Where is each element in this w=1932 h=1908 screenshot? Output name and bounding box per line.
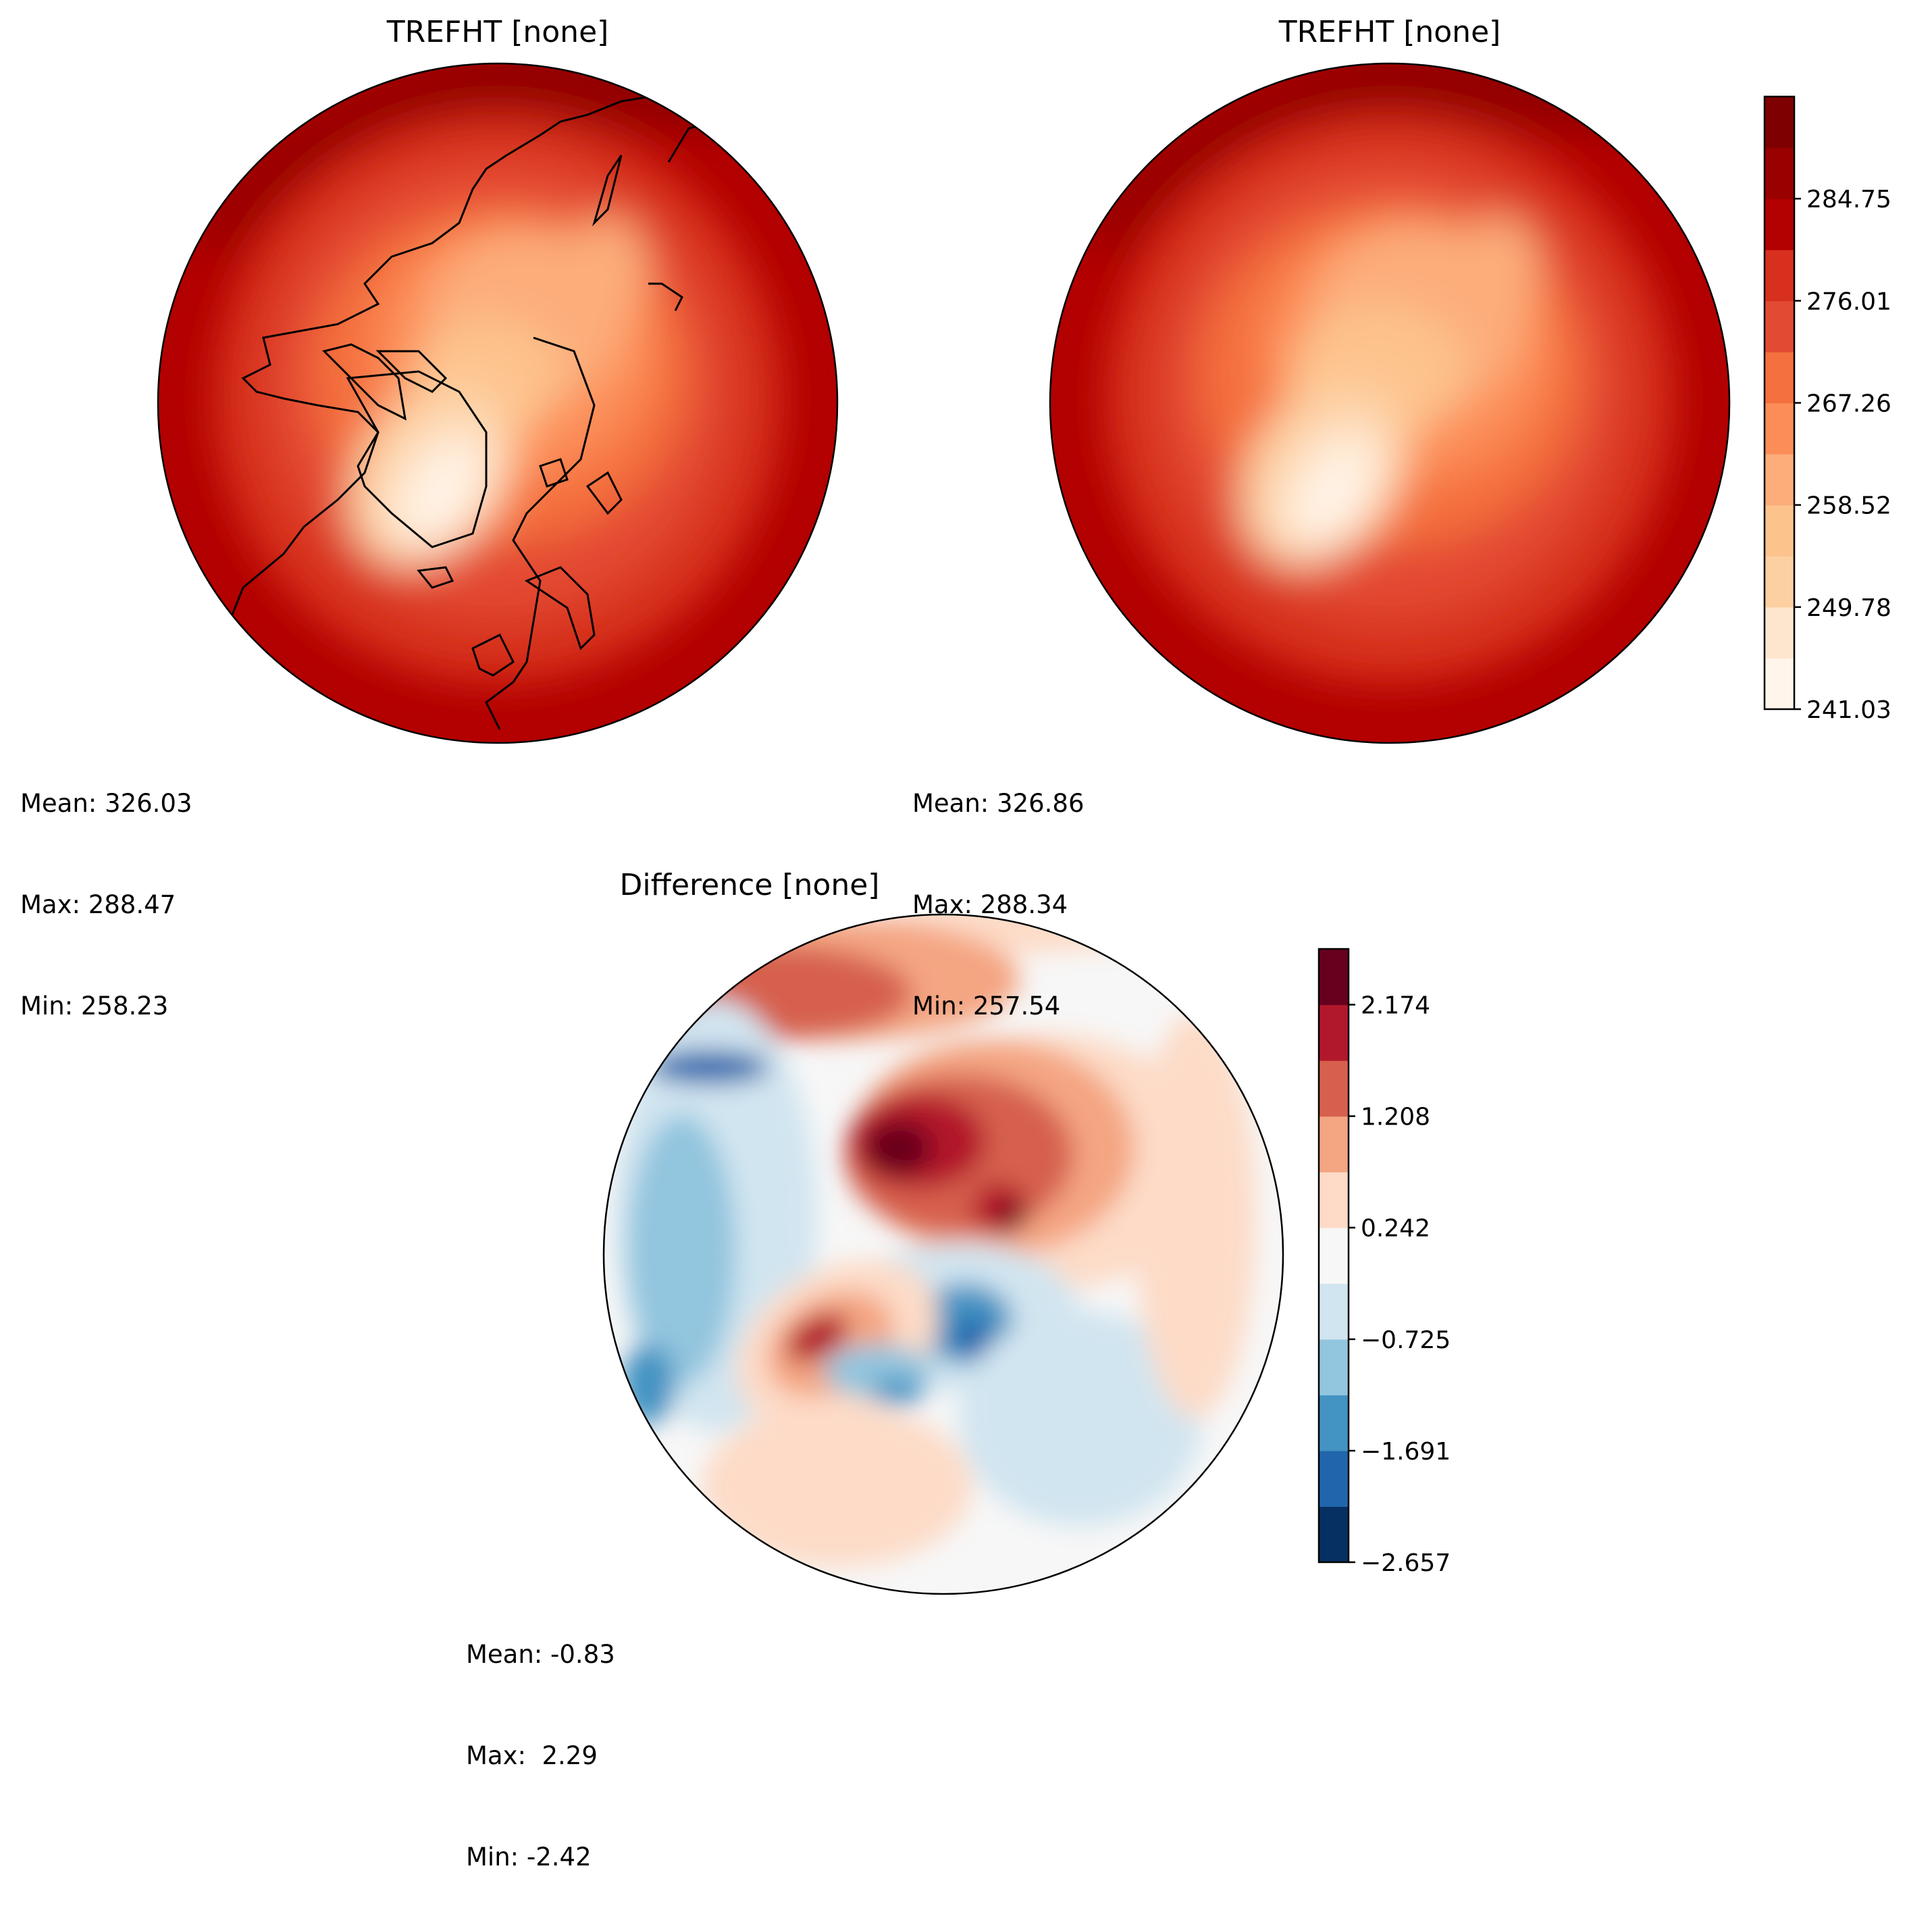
difference-colorbar-tick-label: −1.691: [1361, 1438, 1451, 1466]
trefht-colorbar-segment-7: [1765, 301, 1794, 353]
map-1-boundary: [157, 62, 839, 744]
difference-colorbar-segment-9: [1319, 1004, 1349, 1061]
map-1-mean: Mean: 326.03: [20, 789, 192, 818]
difference-colorbar-frame: [1317, 948, 1350, 1564]
trefht-colorbar-segment-0: [1765, 658, 1794, 710]
map-panel-2: [1049, 62, 1731, 744]
map-3-contour-field: [615, 914, 1256, 1567]
difference-colorbar-segment-2: [1319, 1395, 1349, 1451]
map-2-stats: Mean: 326.86 Max: 288.34 Min: 257.54: [912, 719, 1085, 1057]
trefht-colorbar-segment-2: [1765, 556, 1794, 608]
map-3-min: Min: -2.42: [466, 1842, 592, 1872]
difference-colorbar-tick-label: 1.208: [1361, 1104, 1430, 1131]
map-2-contour-field: [1094, 63, 1673, 682]
difference-colorbar-segment-3: [1319, 1339, 1349, 1395]
map-1-min: Min: 258.23: [20, 991, 169, 1021]
map-1-contour-field: [203, 63, 781, 682]
trefht-colorbar-segment-5: [1765, 403, 1794, 455]
difference-colorbar-segment-4: [1319, 1283, 1349, 1340]
map-3-stats: Mean: -0.83 Max: 2.29 Min: -2.42: [466, 1570, 615, 1908]
trefht-colorbar-segment-6: [1765, 351, 1794, 404]
difference-colorbar-tick-label: −2.657: [1361, 1549, 1451, 1577]
map-3-max: Max: 2.29: [466, 1741, 598, 1770]
map-1-stats: Mean: 326.03 Max: 288.47 Min: 258.23: [20, 719, 192, 1057]
map-3-boundary: [602, 913, 1284, 1595]
figure: 241.03 249.78 258.52 267.26 276.01 284.75 2.1…: [157, 62, 1891, 1595]
trefht-colorbar-segment-10: [1765, 147, 1794, 199]
difference-colorbar-segment-6: [1319, 1172, 1349, 1229]
map-3-mean: Mean: -0.83: [466, 1640, 615, 1669]
trefht-colorbar-tick-label: 267.26: [1806, 390, 1891, 418]
trefht-colorbar-segment-3: [1765, 505, 1794, 557]
map-2-boundary: [1049, 62, 1731, 744]
trefht-colorbar-segment-1: [1765, 607, 1794, 659]
trefht-colorbar-tick-label: 241.03: [1806, 696, 1891, 724]
map-1-title: TREFHT [none]: [386, 15, 609, 49]
difference-colorbar-segment-1: [1319, 1450, 1349, 1507]
trefht-colorbar-tick-label: 249.78: [1806, 594, 1891, 622]
map-panel-1: [157, 62, 839, 744]
map-3-title: Difference [none]: [619, 868, 880, 902]
map-1-max: Max: 288.47: [20, 890, 176, 919]
map-panel-3: [602, 913, 1284, 1595]
difference-colorbar-segment-10: [1319, 949, 1349, 1006]
difference-colorbar-segment-5: [1319, 1227, 1349, 1284]
trefht-colorbar-segment-9: [1765, 199, 1794, 251]
difference-colorbar-segment-8: [1319, 1060, 1349, 1117]
colorbar-difference: 2.174 1.208 0.242 −0.725 −1.691 −2.657: [1317, 948, 1451, 1577]
trefht-colorbar-segment-8: [1765, 249, 1794, 301]
map-2-max: Max: 288.34: [912, 890, 1068, 919]
colorbar-trefht: 241.03 249.78 258.52 267.26 276.01 284.75: [1763, 95, 1891, 724]
trefht-colorbar-tick-label: 276.01: [1806, 288, 1891, 315]
trefht-colorbar-segment-11: [1765, 97, 1794, 149]
map-2-title: TREFHT [none]: [1278, 15, 1501, 49]
difference-colorbar-tick-label: 2.174: [1361, 992, 1430, 1020]
trefht-colorbar-tick-label: 284.75: [1806, 186, 1891, 213]
trefht-colorbar-tick-label: 258.52: [1806, 492, 1891, 520]
map-2-mean: Mean: 326.86: [912, 789, 1085, 818]
map-2-min: Min: 257.54: [912, 991, 1061, 1021]
difference-colorbar-tick-label: −0.725: [1361, 1326, 1451, 1354]
trefht-colorbar-segment-4: [1765, 454, 1794, 506]
difference-colorbar-tick-label: 0.242: [1361, 1215, 1430, 1243]
difference-colorbar-segment-0: [1319, 1506, 1349, 1563]
difference-colorbar-segment-7: [1319, 1116, 1349, 1172]
